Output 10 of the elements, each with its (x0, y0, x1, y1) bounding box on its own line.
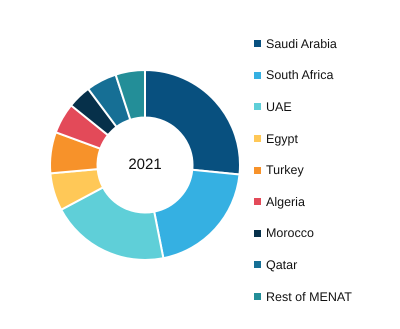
legend-label: Algeria (266, 194, 305, 209)
legend-label: Morocco (266, 226, 314, 240)
legend-label: UAE (266, 100, 292, 114)
legend-label: Egypt (266, 132, 298, 146)
legend-label: Turkey (266, 163, 304, 178)
legend-label: Saudi Arabia (266, 36, 337, 51)
legend-label: South Africa (266, 68, 334, 82)
legend-label: Qatar (266, 258, 298, 272)
legend-label: Rest of MENAT (266, 290, 352, 304)
text: 2021 (128, 156, 162, 174)
